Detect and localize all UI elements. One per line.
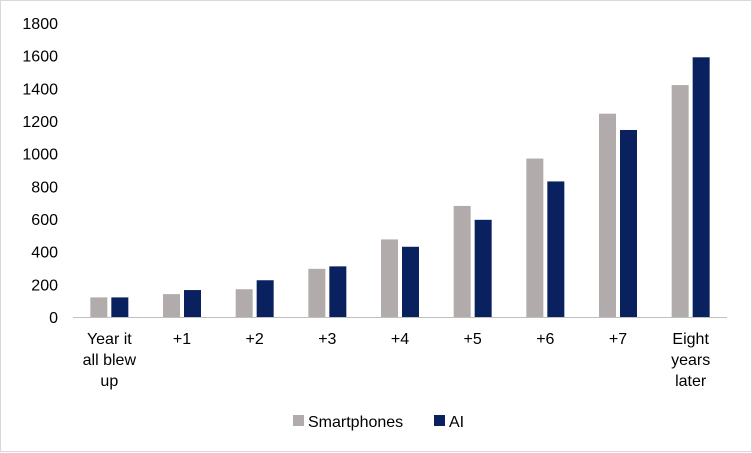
bar-ai-2 <box>256 280 274 317</box>
y-tick-label: 1600 <box>22 49 58 66</box>
x-tick-label: +4 <box>391 331 409 348</box>
y-tick-label: 1000 <box>22 147 58 164</box>
bar-smartphones-5 <box>453 205 471 317</box>
bar-ai-7 <box>620 129 637 317</box>
bar-smartphones-3 <box>308 268 326 317</box>
legend-label-ai: AI <box>449 414 464 431</box>
bar-smartphones-7 <box>599 113 616 318</box>
y-tick-label: 400 <box>31 245 58 262</box>
bar-ai-3 <box>329 266 347 317</box>
y-tick-label: 0 <box>49 310 58 327</box>
bar-ai-4 <box>402 246 419 317</box>
bar-ai-8 <box>692 57 710 318</box>
bar-smartphones-4 <box>381 239 398 317</box>
legend-swatch-smartphones <box>293 415 304 426</box>
x-tick-label: +5 <box>464 331 482 348</box>
bar-smartphones-0 <box>90 297 108 317</box>
bar-ai-1 <box>184 290 201 317</box>
y-tick-label: 1200 <box>22 114 58 131</box>
y-tick-label: 800 <box>31 179 58 196</box>
legend-label-smartphones: Smartphones <box>308 414 403 431</box>
y-tick-label: 1400 <box>22 81 58 98</box>
bar-ai-6 <box>547 181 565 317</box>
x-tick-label: +1 <box>173 331 191 348</box>
legend: Smartphones AI <box>293 414 464 431</box>
bars <box>90 57 710 318</box>
x-tick-label: +3 <box>318 331 336 348</box>
legend-swatch-ai <box>434 415 445 426</box>
x-tick-label: Year it all blew up <box>83 331 137 390</box>
bar-ai-5 <box>474 219 492 317</box>
x-tick-label: +6 <box>536 331 554 348</box>
y-tick-label: 200 <box>31 277 58 294</box>
bar-ai-0 <box>111 297 129 317</box>
bar-smartphones-6 <box>526 158 544 317</box>
x-tick-label: +7 <box>609 331 627 348</box>
x-axis: Year it all blew up +1 +2 +3 +4 +5 +6 +7 Eight year… <box>73 317 727 390</box>
bar-smartphones-1 <box>163 294 180 317</box>
y-axis: 0 200 400 600 800 1000 1200 1400 1600 1800 <box>22 16 58 327</box>
x-tick-label: Eight years later <box>671 331 710 390</box>
bar-smartphones-2 <box>235 289 253 317</box>
y-tick-label: 1800 <box>22 16 58 33</box>
bar-smartphones-8 <box>671 85 689 317</box>
x-tick-label: +2 <box>246 331 264 348</box>
y-tick-label: 600 <box>31 212 58 229</box>
